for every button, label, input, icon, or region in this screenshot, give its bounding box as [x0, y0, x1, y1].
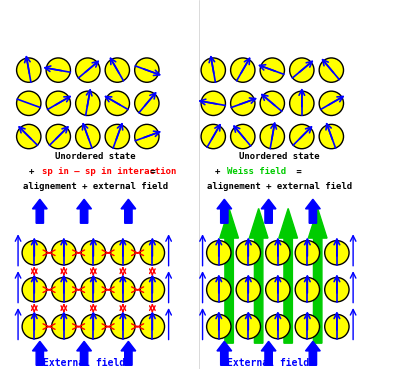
Circle shape	[140, 277, 164, 302]
Circle shape	[290, 58, 314, 82]
Circle shape	[295, 277, 320, 302]
Circle shape	[260, 58, 285, 82]
Text: alignement + external field: alignement + external field	[23, 182, 168, 191]
Circle shape	[140, 314, 164, 339]
Circle shape	[22, 277, 46, 302]
FancyArrow shape	[121, 341, 136, 365]
Circle shape	[17, 91, 41, 115]
Text: External field: External field	[227, 358, 310, 368]
Circle shape	[135, 124, 159, 149]
Text: =: =	[291, 167, 301, 176]
Circle shape	[236, 314, 260, 339]
Text: External field: External field	[43, 358, 125, 368]
Circle shape	[17, 124, 41, 149]
Circle shape	[260, 124, 285, 149]
Circle shape	[236, 277, 260, 302]
Circle shape	[325, 314, 349, 339]
Circle shape	[46, 124, 70, 149]
Circle shape	[17, 58, 41, 82]
Circle shape	[206, 241, 231, 265]
Circle shape	[75, 91, 100, 115]
Circle shape	[295, 314, 320, 339]
FancyArrow shape	[308, 208, 327, 343]
Circle shape	[201, 124, 225, 149]
Circle shape	[111, 314, 135, 339]
Circle shape	[46, 91, 70, 115]
Circle shape	[325, 241, 349, 265]
Circle shape	[81, 314, 106, 339]
Circle shape	[75, 58, 100, 82]
FancyArrow shape	[77, 199, 91, 223]
FancyArrow shape	[220, 208, 239, 343]
Circle shape	[111, 277, 135, 302]
Circle shape	[231, 58, 255, 82]
Circle shape	[105, 91, 129, 115]
Text: alignement + external field: alignement + external field	[207, 182, 352, 191]
Circle shape	[52, 241, 76, 265]
FancyArrow shape	[33, 199, 47, 223]
FancyArrow shape	[217, 199, 232, 223]
Text: Weiss field: Weiss field	[227, 167, 286, 176]
Circle shape	[319, 124, 343, 149]
Circle shape	[52, 277, 76, 302]
Circle shape	[201, 91, 225, 115]
Circle shape	[206, 314, 231, 339]
Circle shape	[290, 91, 314, 115]
Circle shape	[46, 58, 70, 82]
Text: sp in – sp in interaction: sp in – sp in interaction	[42, 167, 176, 176]
Text: Unordered state: Unordered state	[55, 152, 135, 161]
Circle shape	[290, 124, 314, 149]
FancyArrow shape	[306, 199, 320, 223]
Circle shape	[319, 58, 343, 82]
FancyArrow shape	[279, 208, 297, 343]
Circle shape	[260, 91, 285, 115]
Circle shape	[75, 124, 100, 149]
FancyArrow shape	[33, 341, 47, 365]
FancyArrow shape	[306, 341, 320, 365]
FancyArrow shape	[261, 341, 276, 365]
FancyArrow shape	[217, 341, 232, 365]
Circle shape	[236, 241, 260, 265]
Circle shape	[81, 277, 106, 302]
Circle shape	[295, 241, 320, 265]
Circle shape	[135, 58, 159, 82]
Text: =: =	[145, 167, 156, 176]
Circle shape	[206, 277, 231, 302]
Circle shape	[140, 241, 164, 265]
Circle shape	[22, 314, 46, 339]
Circle shape	[105, 124, 129, 149]
Circle shape	[52, 314, 76, 339]
FancyArrow shape	[121, 199, 136, 223]
Circle shape	[266, 277, 290, 302]
Circle shape	[319, 91, 343, 115]
FancyArrow shape	[77, 341, 91, 365]
Circle shape	[135, 91, 159, 115]
Circle shape	[105, 58, 129, 82]
Circle shape	[266, 241, 290, 265]
Circle shape	[231, 91, 255, 115]
Circle shape	[266, 314, 290, 339]
FancyArrow shape	[249, 208, 268, 343]
FancyArrow shape	[261, 199, 276, 223]
Circle shape	[325, 277, 349, 302]
Circle shape	[111, 241, 135, 265]
Text: +: +	[29, 167, 40, 176]
Circle shape	[81, 241, 106, 265]
Circle shape	[22, 241, 46, 265]
Text: Unordered state: Unordered state	[239, 152, 320, 161]
Circle shape	[231, 124, 255, 149]
Text: +: +	[215, 167, 226, 176]
Circle shape	[201, 58, 225, 82]
